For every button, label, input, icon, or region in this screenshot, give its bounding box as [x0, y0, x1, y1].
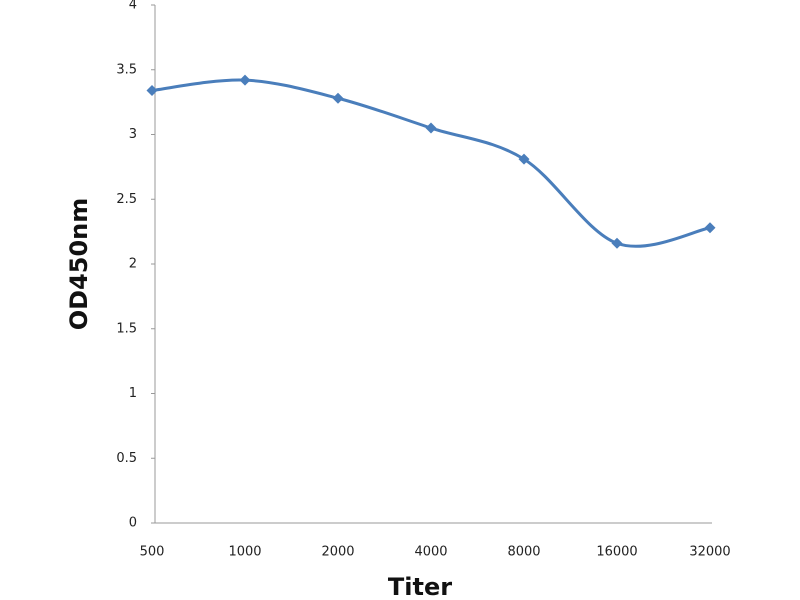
x-tick-label: 2000 — [321, 545, 354, 560]
y-tick-label: 3 — [129, 127, 137, 142]
marker — [704, 222, 716, 234]
x-axis-title: Titer — [388, 573, 452, 600]
marker — [518, 153, 530, 165]
y-tick-label: 0.5 — [116, 451, 137, 466]
x-tick-label: 32000 — [689, 545, 730, 560]
y-axis-title: OD450nm — [65, 198, 93, 331]
y-tick-label: 1.5 — [116, 321, 137, 336]
y-tick-label: 1 — [129, 386, 137, 401]
marker — [239, 74, 251, 86]
marker — [146, 84, 158, 96]
x-tick-label: 16000 — [596, 545, 637, 560]
y-tick-label: 3.5 — [116, 62, 137, 77]
y-tick-label: 2.5 — [116, 192, 137, 207]
x-tick-label: 4000 — [414, 545, 447, 560]
x-tick-label: 1000 — [228, 545, 261, 560]
x-tick-label: 500 — [140, 545, 165, 560]
y-tick-label: 4 — [129, 0, 137, 13]
marker — [611, 237, 623, 249]
y-tick-label: 0 — [129, 516, 137, 531]
marker — [332, 92, 344, 104]
marker — [425, 122, 437, 134]
x-tick-label: 8000 — [507, 545, 540, 560]
y-tick-label: 2 — [129, 257, 137, 272]
